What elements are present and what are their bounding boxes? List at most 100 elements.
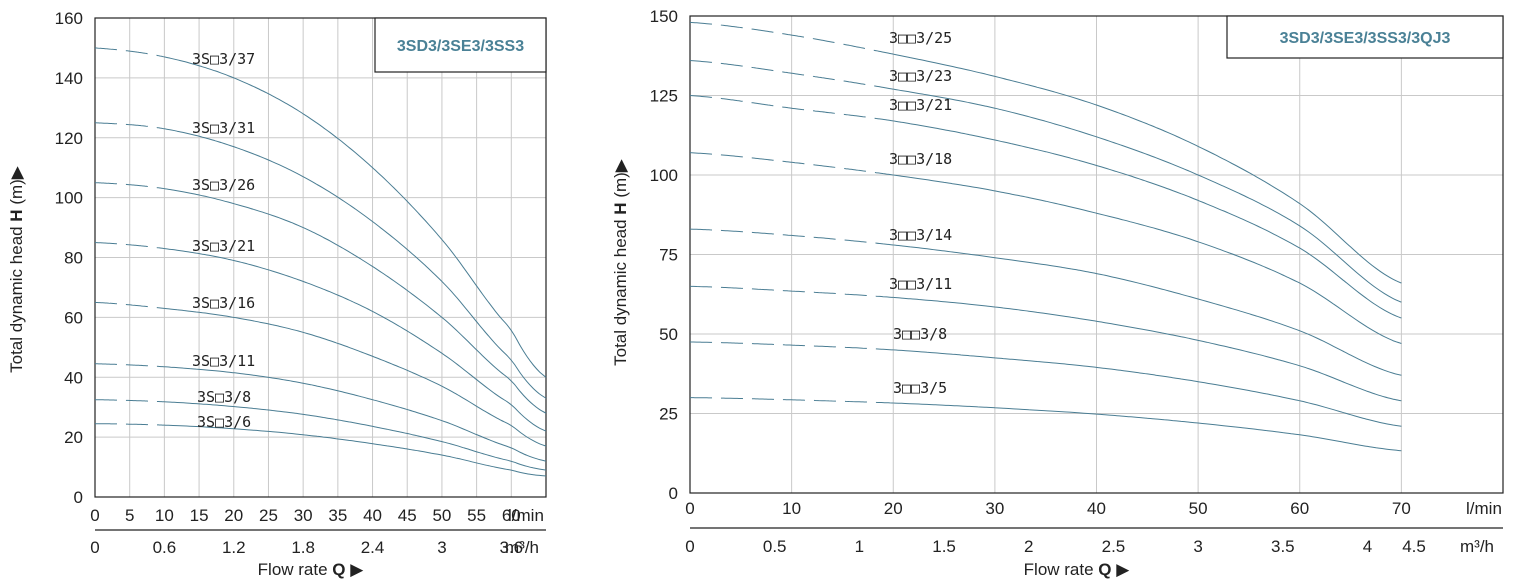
series-line-dashed	[689, 228, 894, 246]
y-tick-label: 25	[659, 405, 678, 424]
series-label: 3S□3/6	[197, 413, 251, 431]
series-5: 3□□3/14	[689, 226, 1402, 376]
y-tick-label: 160	[55, 9, 83, 28]
series-line-dashed	[689, 21, 894, 55]
y-tick-label: 150	[650, 7, 678, 26]
x-tick-label-m3h: 1	[855, 537, 864, 556]
y-tick-label: 40	[64, 368, 83, 387]
x-tick-label-lmin: 20	[224, 506, 243, 525]
series-line-dashed	[689, 397, 894, 404]
x-tick-label-m3h: 1.2	[222, 538, 246, 557]
series-line	[893, 402, 1402, 452]
plot-frame	[689, 15, 1504, 494]
x-unit-lmin: l/min	[1466, 499, 1502, 518]
x-tick-label-lmin: 45	[398, 506, 417, 525]
grid	[690, 16, 1503, 493]
series-line	[164, 56, 547, 378]
series-label: 3□□3/25	[889, 29, 952, 47]
series-line	[164, 307, 547, 447]
chart-panel-2: 0 25 50 75 100 125 150 0 10 20 30 40 50 60 70 l/min 0 0.5…	[611, 7, 1504, 579]
x-tick-label-m3h: 3	[1193, 537, 1202, 556]
x-tick-label-lmin: 20	[884, 499, 903, 518]
series-6: 3□□3/11	[689, 275, 1402, 402]
series-line	[893, 174, 1402, 344]
series-1: 3□□3/25	[689, 21, 1402, 284]
x-tick-label-lmin: 10	[782, 499, 801, 518]
series-label: 3□□3/23	[889, 67, 952, 85]
series-line-dashed	[689, 60, 894, 90]
x-tick-label-m3h: 0.5	[763, 537, 787, 556]
x-tick-label-m3h: 0	[685, 537, 694, 556]
x-tick-label-m3h: 3.6	[499, 538, 523, 557]
series-5: 3S□3/16	[94, 294, 547, 447]
y-tick-label: 75	[659, 246, 678, 265]
x-tick-label-lmin: 50	[432, 506, 451, 525]
series-2: 3□□3/23	[689, 60, 1402, 303]
y-tick-label: 20	[64, 428, 83, 447]
y-tick-label: 100	[650, 166, 678, 185]
series-label: 3S□3/21	[192, 237, 255, 255]
x-tick-label-m3h: 4	[1363, 537, 1372, 556]
series-line	[164, 366, 547, 462]
legend-label: 3SD3/3SE3/3SS3/3QJ3	[1280, 30, 1451, 47]
y-axis-title: Total dynamic head H (m)▶	[7, 165, 26, 373]
series-label: 3S□3/37	[192, 50, 255, 68]
x-unit-m3h: m³/h	[1460, 537, 1494, 556]
y-tick-label: 80	[64, 249, 83, 268]
x-tick-label-lmin: 25	[259, 506, 278, 525]
y-tick-label: 0	[669, 484, 678, 503]
series-line-dashed	[95, 363, 165, 368]
x-tick-label-m3h: 3.5	[1271, 537, 1295, 556]
series-2: 3S□3/31	[94, 119, 547, 399]
series-line-dashed	[94, 242, 165, 249]
series-line	[164, 128, 547, 399]
series-label: 3□□3/14	[889, 226, 952, 244]
series-8: 3□□3/5	[689, 379, 1402, 452]
series-line-dashed	[94, 47, 165, 58]
y-tick-label: 100	[55, 189, 83, 208]
x-tick-label-lmin: 35	[328, 506, 347, 525]
x-unit-lmin: l/min	[508, 506, 544, 525]
x-axis-title: Flow rate Q ▶	[258, 560, 365, 579]
series-7: 3□□3/8	[689, 325, 1402, 427]
series-line	[164, 248, 547, 432]
x-tick-label-lmin: 60	[1290, 499, 1309, 518]
series-label: 3S□3/31	[192, 119, 255, 137]
series-6: 3S□3/11	[95, 352, 547, 462]
x-tick-label-lmin: 30	[985, 499, 1004, 518]
series-line-dashed	[689, 152, 894, 176]
series-3: 3□□3/21	[689, 95, 1402, 319]
x-tick-label-m3h: 0.6	[153, 538, 177, 557]
series-label: 3S□3/26	[192, 176, 255, 194]
y-tick-label: 125	[650, 87, 678, 106]
plot-frame	[94, 17, 547, 498]
series-line-dashed	[95, 182, 165, 190]
x-tick-label-m3h: 2.5	[1102, 537, 1126, 556]
x-axis-title: Flow rate Q ▶	[1024, 560, 1131, 579]
x-tick-label-m3h: 2	[1024, 537, 1033, 556]
series-label: 3S□3/11	[192, 352, 255, 370]
y-tick-label: 50	[659, 325, 678, 344]
x-tick-label-lmin: 5	[125, 506, 134, 525]
x-tick-label-lmin: 30	[294, 506, 313, 525]
series-line-dashed	[689, 95, 894, 122]
x-tick-label-m3h: 4.5	[1402, 537, 1426, 556]
x-tick-label-lmin: 40	[363, 506, 382, 525]
x-unit-m3h: m³/h	[505, 538, 539, 557]
x-tick-label-lmin: 40	[1087, 499, 1106, 518]
x-tick-label-lmin: 60	[502, 506, 521, 525]
series-line-dashed	[94, 122, 165, 130]
x-tick-label-lmin: 0	[90, 506, 99, 525]
series-3: 3S□3/26	[95, 176, 547, 414]
series-line	[893, 120, 1402, 319]
y-tick-label: 60	[64, 308, 83, 327]
series-line	[893, 88, 1402, 303]
series-line	[164, 188, 547, 414]
y-tick-label: 120	[55, 129, 83, 148]
series-line	[893, 349, 1402, 427]
x-tick-label-lmin: 50	[1189, 499, 1208, 518]
series-8: 3S□3/6	[95, 413, 547, 477]
series-7: 3S□3/8	[94, 388, 547, 471]
